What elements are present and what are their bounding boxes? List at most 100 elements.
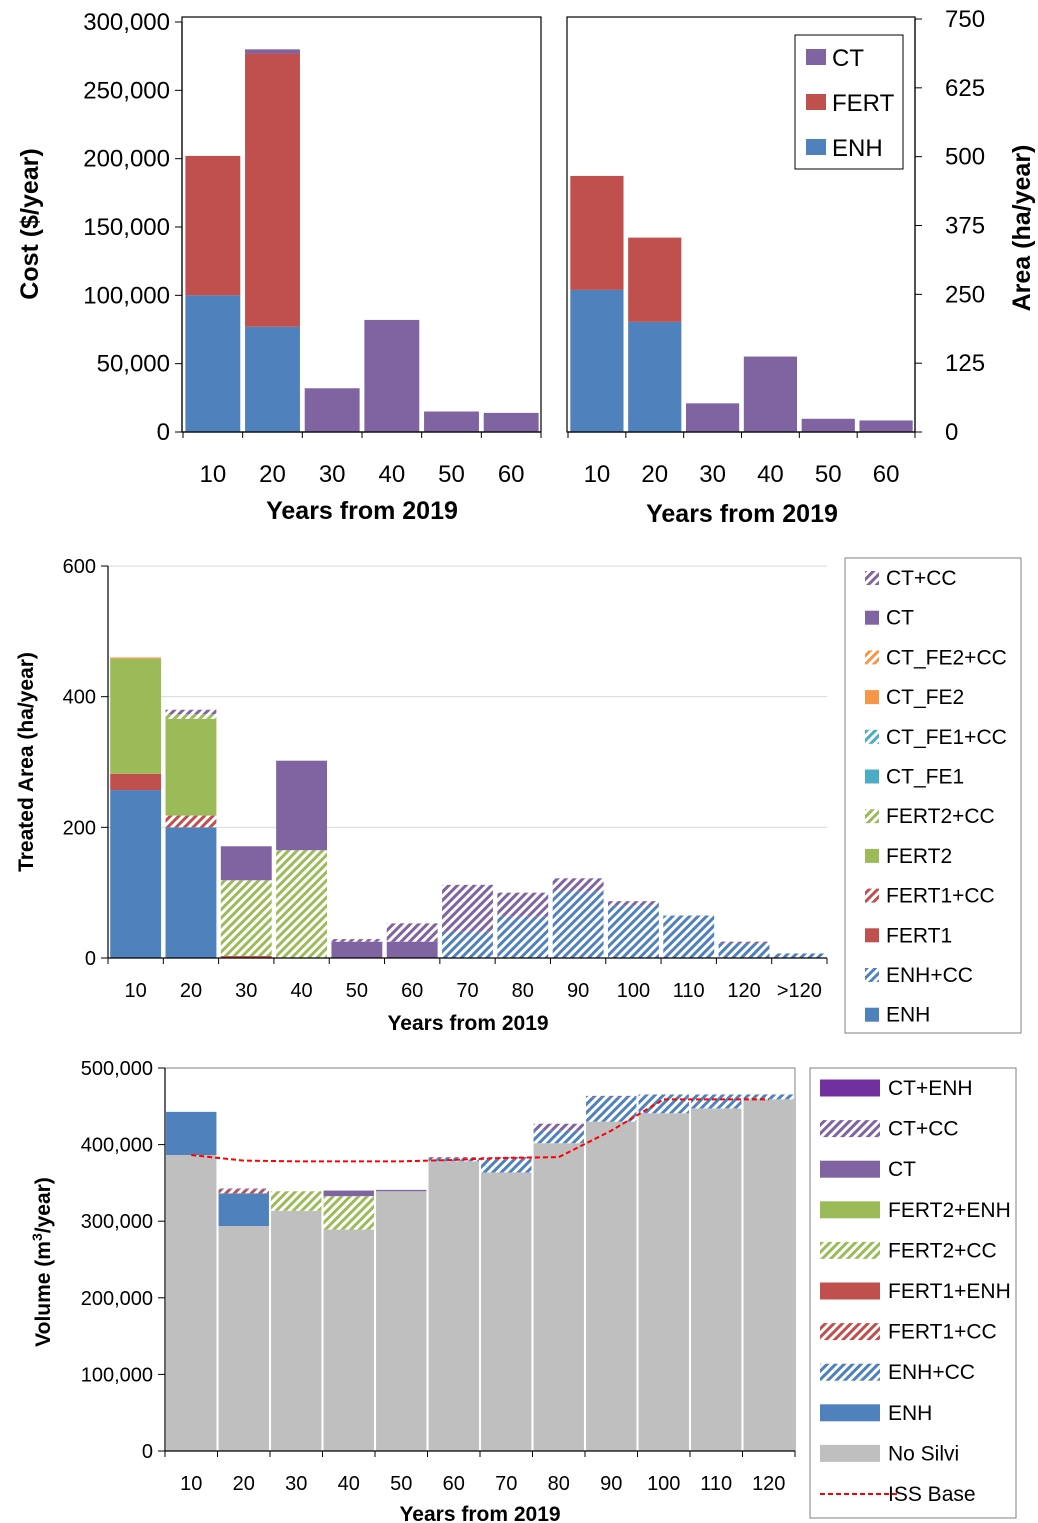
y-tick-label: 250 — [945, 281, 985, 308]
bar-no-silvi-10 — [166, 1155, 217, 1451]
legend-swatch-ct — [806, 49, 826, 65]
x-tick-label: 60 — [873, 461, 900, 488]
bar-ct-cc-90 — [586, 1095, 637, 1098]
bar-ct-40 — [743, 356, 798, 432]
x-tick-label: 10 — [125, 980, 147, 1002]
legend-label-enh-cc: ENH+CC — [888, 1361, 975, 1384]
bar-fert2-20 — [165, 718, 217, 816]
legend-swatch-ct-cc — [820, 1120, 880, 1138]
legend-swatch-fert2-cc — [820, 1241, 880, 1259]
legend-label-enh: ENH — [886, 1004, 930, 1027]
legend-label-ct-fe1: CT_FE1 — [886, 766, 964, 789]
bar-enh-10 — [110, 790, 162, 958]
x-tick-label: 50 — [346, 980, 368, 1002]
legend-frame — [844, 557, 1022, 1034]
x-axis-label: Years from 2019 — [399, 1503, 560, 1523]
legend-swatch-fert1-enh — [820, 1282, 880, 1300]
bar-no-silvi-90 — [586, 1121, 637, 1451]
x-tick-label: 70 — [456, 980, 478, 1002]
bar-ct-60 — [859, 420, 913, 432]
x-tick-label: 60 — [401, 980, 423, 1002]
bar-enh-cc-120 — [718, 943, 770, 958]
legend-label-iss-base: ISS Base — [888, 1483, 976, 1506]
legend-swatch-ct-fe1-cc — [865, 729, 879, 744]
bar-ct-cc-80 — [497, 892, 549, 917]
y-tick-label: 500 — [945, 144, 985, 171]
legend-label-fert1-cc: FERT1+CC — [886, 885, 995, 908]
bar-fert2-cc-40 — [323, 1196, 374, 1230]
legend-swatch-fert2 — [865, 848, 879, 863]
legend-swatch-enh-cc — [820, 1363, 880, 1381]
y-axis-label: Area (ha/year) — [1008, 145, 1036, 312]
x-tick-label: 110 — [673, 980, 705, 1002]
bar-enh-20 — [165, 827, 217, 958]
bar-enh-20 — [218, 1193, 269, 1227]
x-tick-label: 50 — [390, 1473, 412, 1495]
y-tick-label: 750 — [945, 6, 985, 33]
y-tick-label: 0 — [142, 1441, 153, 1463]
bar-fert-10 — [185, 155, 241, 296]
bar-ct-cc-50 — [331, 939, 383, 942]
bar-enh-cc-80 — [497, 916, 549, 958]
y-tick-label: 400,000 — [81, 1135, 153, 1157]
y-tick-label: 600 — [63, 556, 96, 578]
bar-enh-cc-120 — [773, 953, 825, 958]
bar-ct-cc-100 — [607, 901, 659, 906]
x-tick-label: 80 — [548, 1473, 570, 1495]
bar-enh-10 — [166, 1111, 217, 1156]
bar-ct-50 — [801, 418, 855, 432]
bar-ct-cc-20 — [165, 709, 217, 715]
bar-enh-cc-110 — [663, 915, 715, 958]
treated-area-chart: 10 20 30 40 50 60 70 80 90 100 110 120 >120 0 200 400 60… — [15, 556, 1022, 1035]
y-axis-label: Treated Area (ha/year) — [15, 652, 38, 872]
bar-no-silvi-100 — [638, 1113, 689, 1451]
legend-swatch-ct — [865, 610, 879, 625]
legend: CT+CC CT CT_FE2+CC CT_FE2 CT_FE1+CC CT_FE1 FER… — [844, 557, 1022, 1034]
y-tick-label: 200,000 — [81, 1288, 153, 1310]
y-tick-label: 400 — [63, 687, 96, 709]
y-tick-label: 200 — [63, 817, 96, 839]
bar-no-silvi-50 — [376, 1191, 427, 1451]
bar-ct-60 — [386, 941, 438, 958]
bar-ct-fe2-10 — [110, 657, 162, 659]
bar-fert-10 — [570, 175, 624, 290]
legend-swatch-ct-enh — [820, 1079, 880, 1097]
legend-label-fert1: FERT1 — [886, 924, 952, 947]
legend-label-ct-cc: CT+CC — [888, 1118, 959, 1141]
bar-fert2-cc-20 — [165, 714, 217, 719]
legend-swatch-fert2-enh — [820, 1201, 880, 1219]
area-chart: 10 20 30 40 50 60 0 125 250 375 500 625 750 Years fr… — [566, 6, 1036, 528]
bar-no-silvi-110 — [691, 1108, 742, 1451]
legend-label-ct-fe2: CT_FE2 — [886, 686, 964, 709]
legend-label-ct-fe2-cc: CT_FE2+CC — [886, 646, 1007, 669]
bar-ct-30 — [220, 846, 272, 881]
bar-ct-30 — [304, 388, 360, 432]
bar-no-silvi-80 — [533, 1143, 584, 1451]
bar-no-silvi-60 — [428, 1161, 479, 1451]
y-tick-label: 250,000 — [83, 77, 170, 104]
cost-chart: 10 20 30 40 50 60 0 50,000 100,000 150,000 200,000… — [16, 9, 542, 525]
x-tick-label: 30 — [285, 1473, 307, 1495]
x-tick-label: 60 — [443, 1473, 465, 1495]
bar-no-silvi-30 — [271, 1210, 322, 1451]
legend-label-ct: CT — [888, 1158, 916, 1181]
x-tick-label: 30 — [699, 461, 726, 488]
y-axis-label: Volume (m3/year) — [29, 1177, 55, 1347]
bar-fert-20 — [245, 53, 300, 327]
bar-fert1-cc-20 — [165, 815, 217, 828]
y-tick-label: 0 — [157, 419, 170, 446]
bar-enh-20 — [628, 321, 682, 432]
x-tick-label: 10 — [584, 461, 611, 488]
x-tick-label: 20 — [233, 1473, 255, 1495]
y-tick-label: 125 — [945, 350, 985, 377]
legend-label-ct: CT — [886, 607, 914, 630]
legend-label-fert2-cc: FERT2+CC — [888, 1239, 997, 1262]
bar-ct-cc-80 — [533, 1123, 584, 1131]
x-axis-label: Years from 2019 — [266, 497, 458, 525]
legend-swatch-ct-fe2-cc — [865, 650, 879, 665]
x-tick-label: 50 — [815, 461, 842, 488]
x-tick-label: 50 — [438, 461, 465, 488]
bar-enh-10 — [185, 295, 241, 432]
y-tick-label: 100,000 — [83, 282, 170, 309]
legend-label-fert1-cc: FERT1+CC — [888, 1321, 997, 1344]
